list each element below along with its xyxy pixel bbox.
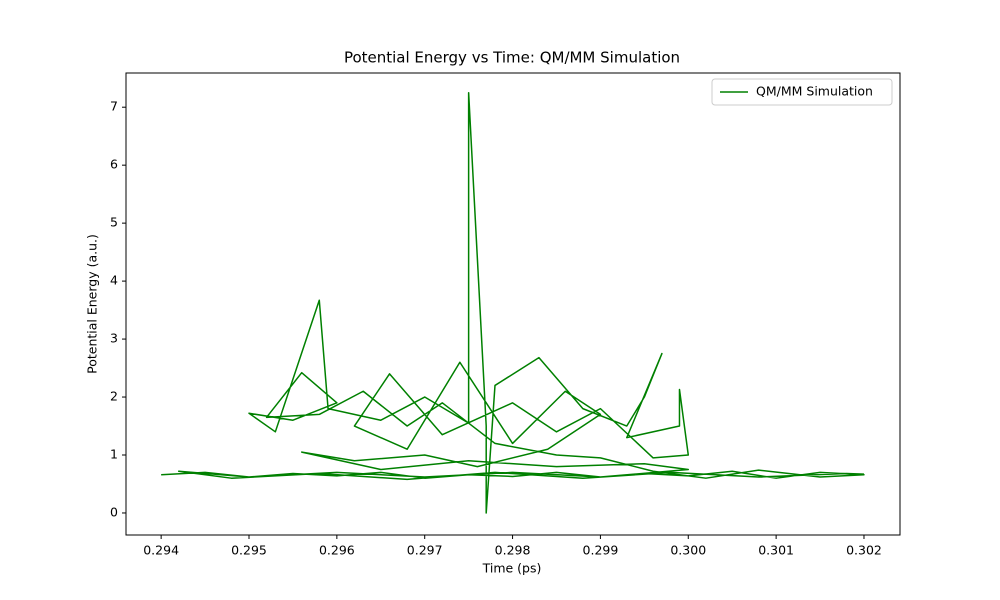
- x-tick-label: 0.302: [846, 543, 882, 558]
- x-tick-label: 0.294: [143, 543, 179, 558]
- y-tick-label: 0: [110, 504, 118, 519]
- x-axis-label: Time (ps): [482, 561, 542, 576]
- data-line: [161, 91, 865, 514]
- y-tick-label: 5: [110, 215, 118, 230]
- x-tick-label: 0.300: [670, 543, 706, 558]
- x-tick-label: 0.297: [407, 543, 443, 558]
- chart-title: Potential Energy vs Time: QM/MM Simulati…: [344, 49, 680, 67]
- y-tick-label: 4: [110, 273, 118, 288]
- x-tick-label: 0.296: [319, 543, 355, 558]
- x-tick-label: 0.301: [758, 543, 794, 558]
- x-tick-label: 0.298: [495, 543, 531, 558]
- y-tick-label: 1: [110, 447, 118, 462]
- x-tick-label: 0.295: [231, 543, 267, 558]
- plot-frame: [125, 72, 901, 536]
- legend-box: [711, 78, 893, 106]
- y-axis-label: Potential Energy (a.u.): [85, 234, 100, 374]
- x-tick-label: 0.299: [583, 543, 619, 558]
- y-tick-label: 7: [110, 99, 118, 114]
- y-tick-label: 6: [110, 157, 118, 172]
- y-tick-label: 2: [110, 389, 118, 404]
- y-tick-label: 3: [110, 331, 118, 346]
- legend-label: QM/MM Simulation: [756, 84, 873, 99]
